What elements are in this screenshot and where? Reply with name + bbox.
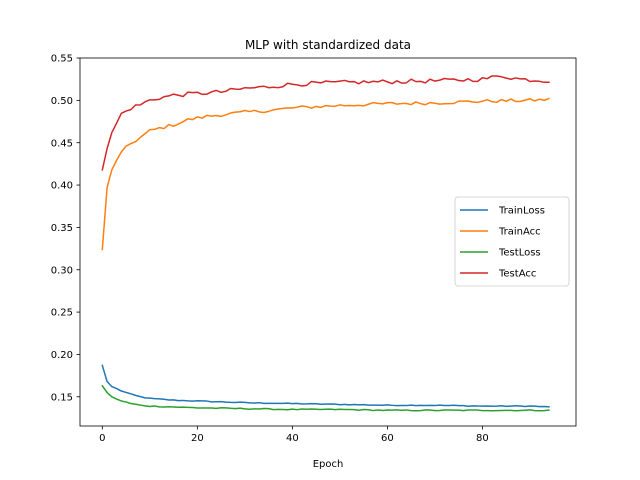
- axes-frame: [79, 57, 577, 427]
- y-axis: 0.15 0.20 0.25 0.30 0.35 0.40 0.45 0.50 0.55: [51, 54, 80, 403]
- legend: TrainLoss TrainAcc TestLoss TestAcc: [454, 196, 570, 287]
- series-line-testacc: [101, 75, 550, 171]
- y-tick-label: 0.50: [51, 96, 73, 107]
- x-axis: 0 20 40 60 80: [99, 426, 489, 444]
- y-tick-label: 0.25: [51, 308, 73, 319]
- series-line-trainacc: [101, 97, 550, 251]
- x-tick-label: 40: [286, 433, 299, 444]
- legend-label: TestLoss: [498, 248, 541, 259]
- x-tick-label: 80: [476, 433, 489, 444]
- x-axis-label: Epoch: [313, 459, 344, 470]
- x-tick-label: 60: [381, 433, 394, 444]
- series-line-testloss: [101, 384, 550, 412]
- plot-lines: [101, 75, 550, 412]
- legend-label: TrainAcc: [498, 227, 541, 238]
- y-tick-label: 0.15: [51, 392, 73, 403]
- y-tick-label: 0.30: [51, 265, 73, 276]
- legend-box: [454, 196, 570, 287]
- y-tick-label: 0.45: [51, 138, 73, 149]
- x-tick-label: 0: [99, 433, 105, 444]
- series-line-trainloss: [101, 364, 550, 408]
- y-tick-label: 0.20: [51, 350, 73, 361]
- y-tick-label: 0.40: [51, 181, 73, 192]
- x-tick-label: 20: [191, 433, 204, 444]
- y-tick-label: 0.35: [51, 223, 73, 234]
- chart-title: MLP with standardized data: [245, 38, 411, 52]
- legend-label: TestAcc: [498, 269, 536, 280]
- y-tick-label: 0.55: [51, 54, 73, 65]
- legend-label: TrainLoss: [498, 206, 545, 217]
